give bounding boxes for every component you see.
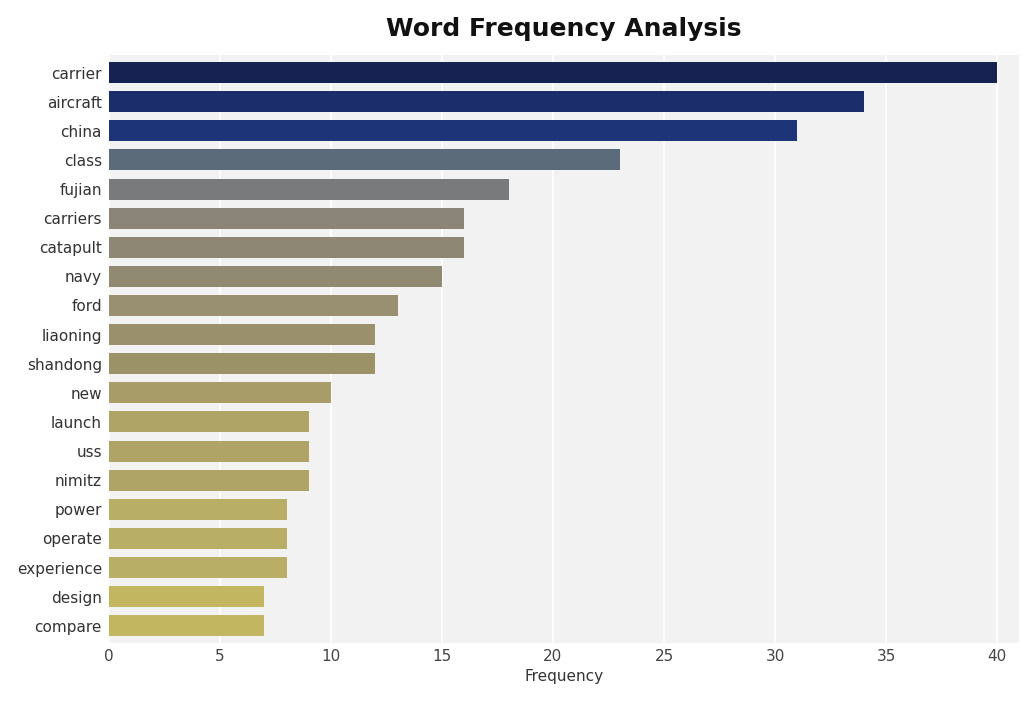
Bar — [109, 557, 287, 578]
Bar — [109, 499, 287, 519]
Bar — [109, 207, 464, 229]
Bar — [109, 382, 330, 403]
Bar — [109, 528, 287, 549]
Bar — [109, 295, 398, 316]
Bar — [109, 179, 509, 200]
Bar — [109, 586, 264, 607]
Bar — [109, 470, 309, 491]
Bar — [109, 324, 375, 345]
Bar — [109, 266, 442, 287]
Bar — [109, 441, 309, 461]
Bar — [109, 91, 864, 112]
Bar — [109, 615, 264, 637]
Bar — [109, 411, 309, 433]
Bar — [109, 149, 620, 170]
Title: Word Frequency Analysis: Word Frequency Analysis — [386, 17, 742, 41]
X-axis label: Frequency: Frequency — [524, 669, 604, 684]
Bar — [109, 121, 798, 142]
Bar — [109, 237, 464, 258]
Bar — [109, 353, 375, 374]
Bar — [109, 62, 997, 83]
